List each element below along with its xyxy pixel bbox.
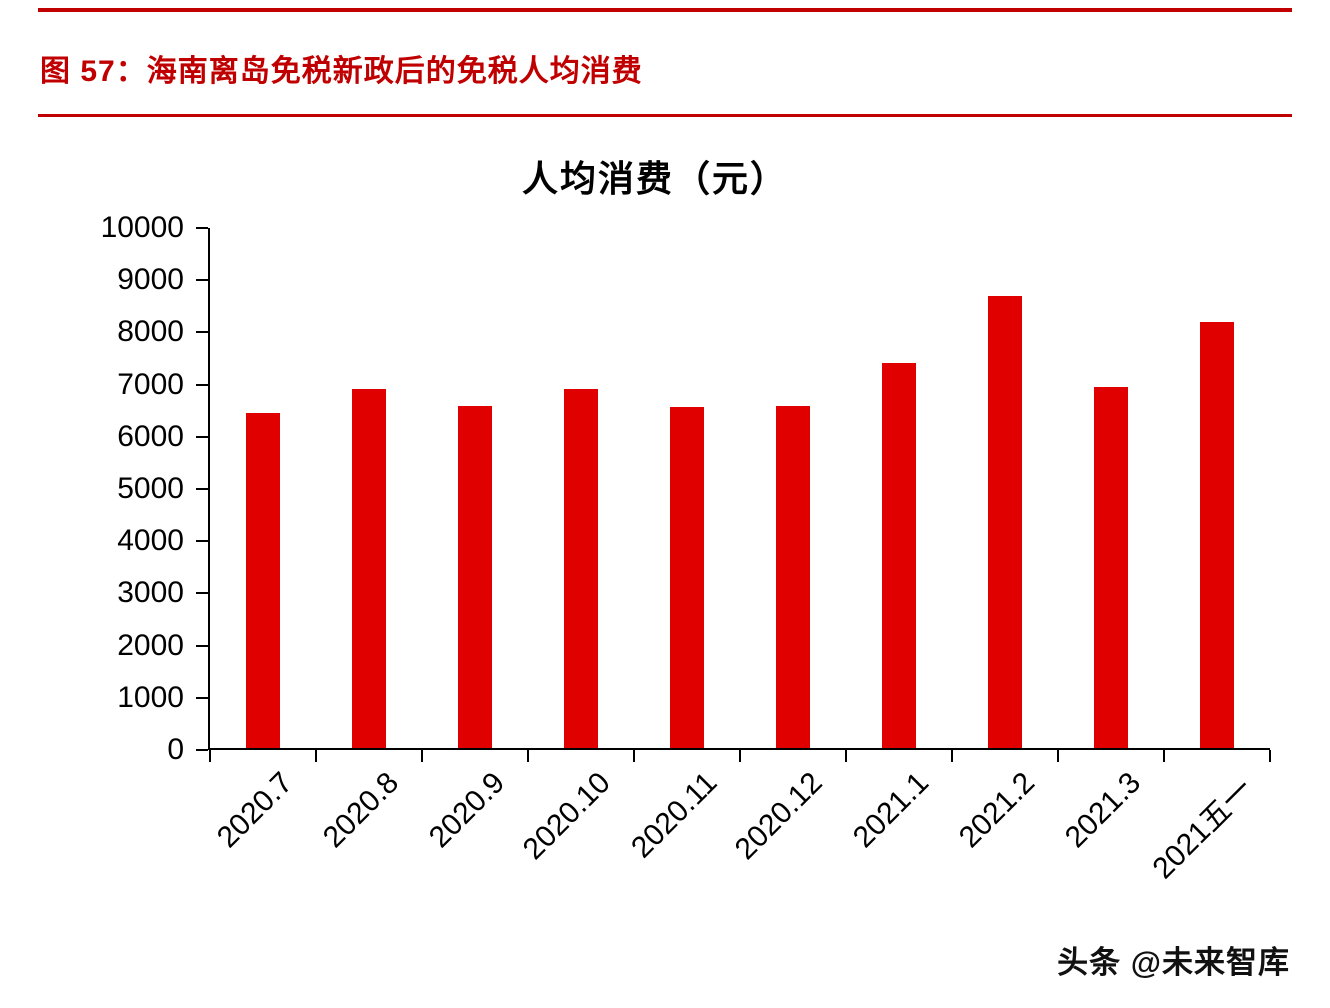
x-tick-mark xyxy=(1163,750,1165,762)
y-axis-labels: 0 1000 2000 3000 4000 5000 6000 7000 8000 9000 100… xyxy=(40,211,208,766)
y-tick-mark xyxy=(196,279,208,282)
y-tick-label: 0 xyxy=(167,733,184,766)
bar-slot xyxy=(210,228,316,748)
x-category-label: 2020.9 xyxy=(422,766,512,855)
x-tick-mark xyxy=(633,750,635,762)
y-tick-mark xyxy=(196,488,208,490)
x-axis-labels: 2020.7 2020.8 2020.9 2020.10 2020.11 2020.12 2… xyxy=(210,750,1270,940)
bar-2020.10 xyxy=(564,389,598,748)
plot-area xyxy=(208,228,1271,762)
x-tick-mark xyxy=(951,750,953,762)
x-category-label: 2021五一 xyxy=(1146,772,1260,886)
plot-row: 0 1000 2000 3000 4000 5000 6000 7000 8000 9000 100… xyxy=(40,211,1271,766)
bar-slot xyxy=(1058,228,1164,748)
bar-2020.11 xyxy=(670,407,704,748)
x-category-label: 2021.3 xyxy=(1058,766,1148,855)
x-category-label: 2020.11 xyxy=(624,766,724,865)
x-tick-mark xyxy=(209,750,211,762)
bar-slot xyxy=(634,228,740,748)
y-tick-label: 9000 xyxy=(117,263,184,297)
y-tick-mark xyxy=(196,435,208,438)
y-tick-label: 10000 xyxy=(100,211,184,244)
bar-2021.3 xyxy=(1094,386,1128,748)
y-tick-mark xyxy=(196,592,208,595)
figure-title: 图 57：海南离岛免税新政后的免税人均消费 xyxy=(40,55,643,88)
bar-2021.2 xyxy=(988,295,1022,748)
y-tick-mark xyxy=(196,644,208,647)
bar-2020.9 xyxy=(458,405,492,748)
watermark-credit: 头条 @未来智库 xyxy=(1057,945,1290,980)
y-tick-mark xyxy=(196,331,208,334)
bar-slot xyxy=(422,228,528,748)
x-tick-mark xyxy=(1269,750,1271,762)
x-tick-mark xyxy=(845,750,847,762)
y-tick-label: 4000 xyxy=(117,524,184,558)
y-tick-mark xyxy=(196,227,208,229)
bar-slot xyxy=(316,228,422,748)
bar-2021.1 xyxy=(882,363,916,748)
bar-2020.7 xyxy=(246,412,280,748)
y-tick-label: 8000 xyxy=(117,315,184,349)
x-category-label: 2020.8 xyxy=(316,766,406,855)
chart-title: 人均消费（元） xyxy=(521,158,788,199)
y-tick-label: 7000 xyxy=(117,367,184,401)
x-tick-mark xyxy=(1057,750,1059,762)
x-tick-mark xyxy=(527,750,529,762)
x-category-label: 2020.12 xyxy=(729,766,830,867)
y-tick-label: 3000 xyxy=(117,576,184,610)
bar-slot xyxy=(952,228,1058,748)
bar-2020.12 xyxy=(776,405,810,748)
y-tick-mark xyxy=(196,696,208,699)
bar-slot xyxy=(1164,228,1270,748)
y-tick-mark xyxy=(196,540,208,543)
bar-slot xyxy=(846,228,952,748)
x-tick-mark xyxy=(739,750,741,762)
top-divider-rule xyxy=(38,8,1292,12)
x-category-label: 2020.10 xyxy=(517,766,618,867)
title-underline-rule xyxy=(38,114,1292,117)
bar-slot xyxy=(740,228,846,748)
x-tick-mark xyxy=(421,750,423,762)
y-tick-label: 5000 xyxy=(117,472,184,505)
bar-slot xyxy=(528,228,634,748)
y-tick-mark xyxy=(196,383,208,386)
bar-2020.8 xyxy=(352,389,386,748)
bar-2021五一 xyxy=(1200,321,1234,748)
y-tick-label: 2000 xyxy=(117,628,184,662)
x-category-label: 2020.7 xyxy=(210,766,300,855)
y-tick-label: 1000 xyxy=(117,680,184,714)
bar-chart: 人均消费（元） 0 1000 2000 3000 4000 5000 6000 7000 800… xyxy=(40,150,1271,940)
y-tick-label: 6000 xyxy=(117,419,184,453)
y-tick-mark xyxy=(196,749,208,751)
x-category-label: 2021.2 xyxy=(952,766,1042,855)
x-tick-mark xyxy=(315,750,317,762)
x-category-label: 2021.1 xyxy=(846,766,936,855)
